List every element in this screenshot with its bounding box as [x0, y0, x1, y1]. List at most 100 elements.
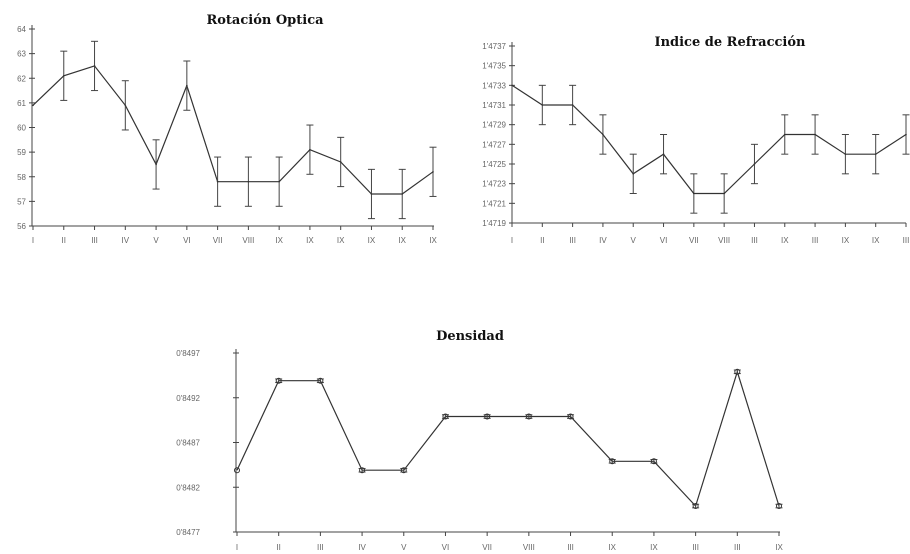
data-point	[567, 413, 574, 420]
data-point	[432, 171, 434, 173]
x-tick-label: IX	[368, 236, 376, 245]
data-point	[278, 180, 280, 183]
data-point	[844, 153, 847, 155]
data-point	[484, 413, 491, 420]
x-tick-label: IX	[781, 236, 789, 245]
data-point	[216, 180, 219, 183]
data-point	[632, 173, 635, 175]
y-tick-label: 59	[17, 148, 26, 157]
data-point	[247, 180, 250, 183]
data-point	[339, 161, 342, 163]
x-tick-label: III	[751, 236, 758, 245]
data-point	[317, 377, 324, 384]
y-tick-label: 57	[17, 197, 26, 206]
x-tick-label: III	[812, 236, 819, 245]
x-tick-label: V	[153, 236, 159, 245]
x-tick-label: I	[511, 236, 513, 245]
y-tick-label: 62	[17, 74, 26, 83]
x-tick-label: III	[567, 543, 574, 552]
x-tick-label: VII	[213, 236, 223, 245]
y-tick-label: 0'8487	[176, 439, 200, 448]
data-point	[783, 133, 786, 136]
x-tick-label: V	[631, 236, 637, 245]
y-tick-label: 1'4719	[482, 219, 506, 228]
x-tick-label: IX	[842, 236, 850, 245]
x-tick-label: I	[32, 236, 34, 245]
x-tick-label: III	[317, 543, 324, 552]
y-tick-label: 56	[17, 222, 26, 231]
y-tick-label: 0'8497	[176, 349, 200, 358]
data-point	[776, 503, 782, 510]
series-line	[236, 369, 780, 508]
y-tick-label: 64	[17, 25, 26, 34]
x-tick-label: III	[692, 543, 699, 552]
data-point	[401, 193, 404, 195]
series-line	[511, 84, 907, 195]
x-tick-label: II	[276, 543, 280, 552]
data-point	[525, 413, 532, 420]
data-point	[124, 104, 127, 107]
x-tick-label: II	[540, 236, 544, 245]
x-tick-label: IX	[429, 236, 437, 245]
data-point	[511, 84, 513, 87]
data-point	[723, 192, 725, 195]
x-tick-label: II	[62, 236, 66, 245]
x-tick-label: VII	[482, 543, 492, 552]
data-point	[400, 467, 407, 474]
x-tick-label: I	[236, 543, 238, 552]
x-tick-label: VIII	[718, 236, 730, 245]
y-tick-label: 1'4725	[482, 160, 506, 169]
x-tick-label: VII	[689, 236, 699, 245]
x-tick-label: IX	[275, 236, 283, 245]
y-tick-label: 1'4733	[482, 81, 506, 90]
chart-indice-refraccion: Indice de Refracción 1'4737 1'4735 1'4733 1…	[482, 35, 910, 245]
x-tick-label: IV	[599, 236, 607, 245]
y-tick-label: 1'4735	[482, 62, 506, 71]
data-point	[602, 133, 604, 136]
x-tick-label: III	[91, 236, 98, 245]
x-tick-label: IX	[337, 236, 345, 245]
chart-title: Densidad	[436, 329, 504, 344]
y-tick-label: 0'8482	[176, 483, 200, 492]
data-point	[442, 413, 449, 420]
x-tick-label: III	[734, 543, 741, 552]
y-tick-label: 1'4731	[482, 101, 506, 110]
x-tick-label: IX	[306, 236, 314, 245]
data-point	[541, 104, 544, 106]
data-point	[234, 467, 240, 474]
x-tick-label: V	[401, 543, 407, 552]
y-tick-label: 58	[17, 173, 26, 182]
x-tick-label: VI	[442, 543, 450, 552]
y-tick-label: 60	[17, 124, 26, 133]
y-tick-label: 63	[17, 50, 26, 59]
data-point	[186, 84, 188, 87]
y-tick-label: 0'8477	[176, 528, 200, 537]
data-point	[814, 133, 816, 136]
data-point	[905, 133, 907, 136]
x-tick-label: III	[903, 236, 910, 245]
data-point	[874, 153, 877, 155]
chart-densidad: Densidad 0'8497 0'8492 0'8487 0'8482 0'8477 I…	[176, 329, 783, 552]
y-tick-label: 0'8492	[176, 394, 200, 403]
series-line	[32, 65, 434, 195]
chart-title: Indice de Refracción	[655, 35, 807, 50]
x-tick-label: IV	[358, 543, 366, 552]
y-tick-label: 1'4729	[482, 121, 506, 130]
data-point	[155, 163, 157, 166]
data-point	[609, 458, 616, 465]
x-tick-label: IX	[775, 543, 783, 552]
x-tick-label: IV	[122, 236, 130, 245]
y-tick-label: 1'4721	[482, 199, 506, 208]
data-point	[62, 74, 65, 77]
y-tick-label: 1'4727	[482, 140, 506, 149]
data-point	[309, 148, 311, 151]
x-tick-label: IX	[650, 543, 658, 552]
data-point	[662, 153, 665, 155]
x-tick-label: VI	[183, 236, 191, 245]
data-point	[370, 193, 373, 195]
x-tick-label: VIII	[523, 543, 535, 552]
data-point	[93, 65, 96, 67]
x-tick-label: IX	[608, 543, 616, 552]
